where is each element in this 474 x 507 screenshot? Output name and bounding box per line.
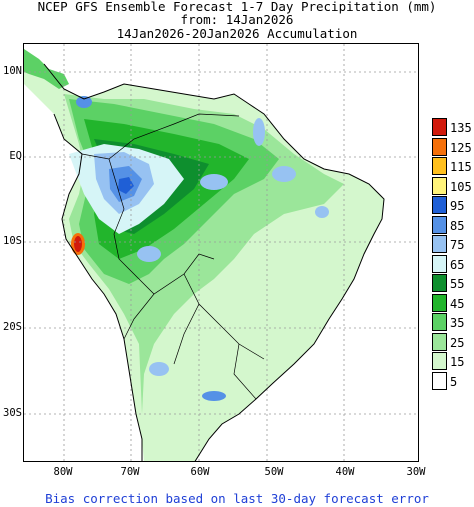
coastline xyxy=(43,63,385,461)
colorbar-label: 45 xyxy=(450,296,465,311)
colorbar-label: 125 xyxy=(450,140,472,155)
lon-label-80w: 80W xyxy=(53,466,73,478)
precip-spot-southbrazil xyxy=(202,391,226,401)
colorbar-label: 105 xyxy=(450,179,472,194)
lon-label-60w: 60W xyxy=(190,466,210,478)
precip-spot-para xyxy=(200,174,228,190)
colorbar-swatch xyxy=(432,137,447,156)
precipitation-map xyxy=(23,43,419,462)
colorbar-label: 135 xyxy=(450,121,472,135)
map-title-line2: from: 14Jan2026 xyxy=(180,12,294,27)
colorbar-swatch xyxy=(432,118,447,136)
lon-label-30w: 30W xyxy=(406,466,426,478)
colorbar-swatch xyxy=(432,313,447,331)
colorbar-label: 75 xyxy=(450,238,465,252)
colorbar-swatch xyxy=(432,332,447,351)
map-gridlines xyxy=(24,44,418,461)
lat-label-30s: 30S xyxy=(3,407,22,419)
colorbar-swatch xyxy=(432,254,447,273)
colorbar-label: 65 xyxy=(450,257,465,272)
map-canvas xyxy=(24,44,418,461)
lat-label-eq: EQ xyxy=(9,150,22,162)
lat-label-10n: 10N xyxy=(3,65,22,77)
colorbar-swatch xyxy=(432,274,447,292)
colorbar-swatch xyxy=(432,293,447,312)
colorbar-swatch xyxy=(432,235,447,253)
lon-label-40w: 40W xyxy=(335,466,355,478)
lon-label-70w: 70W xyxy=(120,466,140,478)
lat-label-10s: 10S xyxy=(3,235,22,247)
precip-spot-ceara xyxy=(315,206,329,218)
precip-95mm-region xyxy=(118,177,134,194)
map-title-line1: NCEP GFS Ensemble Forecast 1-7 Day Preci… xyxy=(37,0,437,14)
country-borders xyxy=(81,113,265,400)
land-central-america xyxy=(24,49,69,89)
colorbar-swatch xyxy=(432,352,447,370)
colorbar-label: 115 xyxy=(450,160,472,174)
colorbar-swatch xyxy=(432,157,447,175)
precip-spot-bolivia xyxy=(137,246,161,262)
colorbar-label: 55 xyxy=(450,277,465,291)
map-title-line3: 14Jan2026-20Jan2026 Accumulation xyxy=(116,26,358,41)
lat-label-20s: 20S xyxy=(3,321,22,333)
precip-spot-guyana xyxy=(272,166,296,182)
colorbar-label: 95 xyxy=(450,199,465,213)
precip-spot-amapa xyxy=(253,118,265,146)
colorbar-label: 25 xyxy=(450,335,465,350)
colorbar-label: 35 xyxy=(450,316,465,330)
colorbar-label: 5 xyxy=(450,374,458,389)
colorbar-swatch xyxy=(432,215,447,234)
lon-label-50w: 50W xyxy=(264,466,284,478)
precip-spot-argentina xyxy=(149,362,169,376)
bias-correction-note: Bias correction based on last 30-day for… xyxy=(45,491,429,506)
precip-max-peru-red xyxy=(74,236,82,252)
colorbar-label: 15 xyxy=(450,355,465,369)
colorbar-swatch xyxy=(432,176,447,195)
precip-spot-colombia xyxy=(76,96,92,108)
colorbar-swatch xyxy=(432,196,447,214)
colorbar-label: 85 xyxy=(450,218,465,233)
colorbar-swatch xyxy=(432,371,447,390)
